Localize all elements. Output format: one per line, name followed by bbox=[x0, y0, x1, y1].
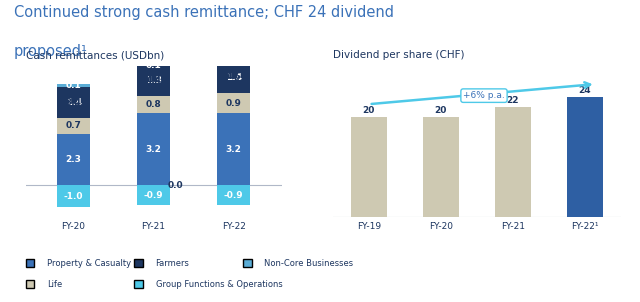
Text: 0.9: 0.9 bbox=[226, 99, 241, 108]
Text: +6% p.a.: +6% p.a. bbox=[463, 91, 505, 100]
Bar bbox=[137, 66, 170, 95]
Text: 3.2: 3.2 bbox=[146, 145, 161, 154]
Text: 3.4: 3.4 bbox=[65, 98, 82, 108]
Text: 0.8: 0.8 bbox=[146, 100, 161, 109]
Text: 1.3: 1.3 bbox=[146, 76, 161, 85]
Text: 0.0: 0.0 bbox=[168, 182, 183, 190]
Bar bbox=[217, 185, 250, 205]
Text: 0.1: 0.1 bbox=[66, 81, 81, 90]
Text: -0.9: -0.9 bbox=[224, 191, 243, 200]
Bar bbox=[57, 84, 90, 87]
Text: Group Functions & Operations: Group Functions & Operations bbox=[156, 280, 282, 289]
Text: 20: 20 bbox=[363, 106, 375, 115]
Text: Property & Casualty: Property & Casualty bbox=[47, 259, 131, 268]
Text: 3.2: 3.2 bbox=[226, 145, 241, 154]
Text: 24: 24 bbox=[579, 86, 591, 95]
Bar bbox=[217, 114, 250, 185]
Bar bbox=[137, 185, 170, 205]
Text: 1.4: 1.4 bbox=[226, 73, 242, 82]
Text: 1.4: 1.4 bbox=[65, 98, 82, 107]
Bar bbox=[57, 185, 90, 207]
Text: 0.7: 0.7 bbox=[66, 121, 81, 130]
Bar bbox=[137, 64, 170, 66]
Bar bbox=[567, 97, 603, 217]
Bar bbox=[57, 133, 90, 185]
Text: proposed¹: proposed¹ bbox=[14, 44, 88, 59]
Bar bbox=[217, 60, 250, 62]
Text: 0.1: 0.1 bbox=[146, 61, 161, 70]
Text: Non-Core Businesses: Non-Core Businesses bbox=[264, 259, 353, 268]
Bar bbox=[137, 95, 170, 114]
Text: 4.6: 4.6 bbox=[226, 72, 242, 81]
Text: 22: 22 bbox=[506, 96, 519, 105]
Text: -0.9: -0.9 bbox=[144, 191, 163, 200]
Bar bbox=[57, 87, 90, 118]
Text: Cash remittances (USDbn): Cash remittances (USDbn) bbox=[26, 50, 164, 60]
Bar bbox=[423, 117, 459, 217]
Bar bbox=[217, 62, 250, 93]
Text: 4.4: 4.4 bbox=[145, 76, 162, 85]
Text: 2.3: 2.3 bbox=[66, 155, 81, 164]
Text: Farmers: Farmers bbox=[156, 259, 189, 268]
Bar bbox=[57, 118, 90, 133]
Text: 0.1: 0.1 bbox=[226, 56, 241, 65]
Text: -1.0: -1.0 bbox=[64, 192, 83, 201]
Bar bbox=[217, 93, 250, 114]
Bar bbox=[351, 117, 387, 217]
Text: Life: Life bbox=[47, 280, 62, 289]
Text: Continued strong cash remittance; CHF 24 dividend: Continued strong cash remittance; CHF 24… bbox=[14, 5, 394, 20]
Bar bbox=[137, 114, 170, 185]
Text: Dividend per share (CHF): Dividend per share (CHF) bbox=[333, 50, 464, 60]
Text: 20: 20 bbox=[435, 106, 447, 115]
Bar bbox=[495, 107, 531, 217]
